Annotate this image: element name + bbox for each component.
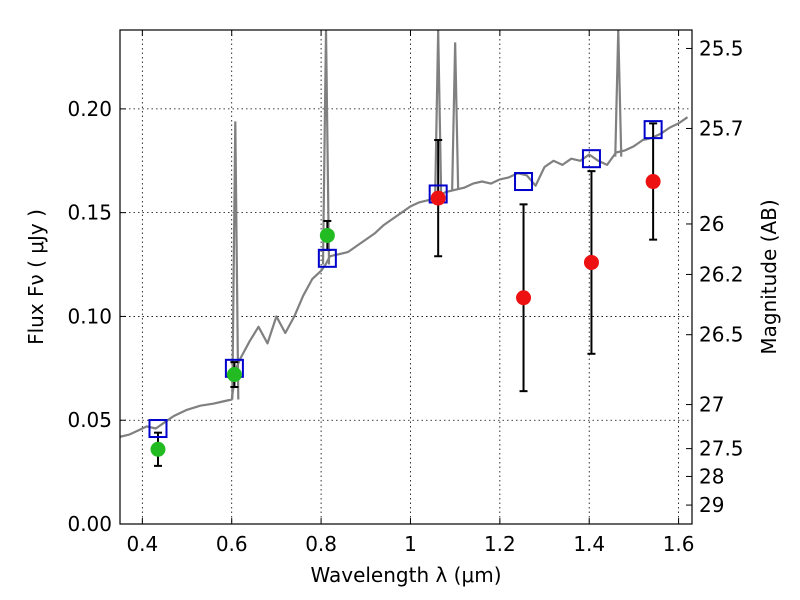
mag-tick-label: 26.2 xyxy=(699,262,744,286)
axis-ticks: 0.4 0.6 0.8 1 1.2 1.4 1.6 0.00 0.05 0.10 0.15 0.20 2… xyxy=(67,30,744,556)
mag-tick-label: 29 xyxy=(699,493,724,517)
observed-flux-point xyxy=(226,367,242,383)
mag-tick-label: 27 xyxy=(699,393,724,417)
mag-tick-label: 25.7 xyxy=(699,116,744,140)
observed-flux-point xyxy=(583,254,599,270)
x-tick-label: 1.4 xyxy=(573,532,605,556)
y-tick-label: 0.00 xyxy=(67,512,112,536)
emission-line-spike xyxy=(451,42,460,190)
model-photometry-square xyxy=(317,248,337,268)
observed-flux-point xyxy=(430,190,446,206)
y-axis-label: Flux Fν ( μJy ) xyxy=(24,209,48,345)
model-photometry-square xyxy=(643,120,663,140)
x-tick-label: 1 xyxy=(404,532,417,556)
y-tick-label: 0.05 xyxy=(67,408,112,432)
x-tick-label: 0.6 xyxy=(216,532,248,556)
mag-tick-label: 25.5 xyxy=(699,36,744,60)
emission-line-spike xyxy=(321,30,331,265)
mag-tick-label: 27.5 xyxy=(699,437,744,461)
mag-tick-label: 28 xyxy=(699,464,724,488)
y-tick-label: 0.10 xyxy=(67,304,112,328)
emission-line-spike xyxy=(614,30,623,157)
mag-tick-label: 26.5 xyxy=(699,323,744,347)
mag-tick-label: 26 xyxy=(699,212,724,236)
observed-flux-point xyxy=(150,441,166,457)
y-tick-label: 0.20 xyxy=(67,97,112,121)
model-photometry-square xyxy=(148,419,168,439)
data-markers xyxy=(148,120,663,467)
observed-flux-point xyxy=(516,290,532,306)
x-axis-label: Wavelength λ (μm) xyxy=(310,563,501,587)
spectrum-line xyxy=(120,116,689,438)
grid xyxy=(120,30,692,525)
x-tick-label: 0.8 xyxy=(305,532,337,556)
y-tick-label: 0.15 xyxy=(67,201,112,225)
x-tick-label: 1.6 xyxy=(663,532,695,556)
x-tick-label: 0.4 xyxy=(126,532,158,556)
plot-frame xyxy=(119,29,693,525)
emission-line-spike xyxy=(231,121,240,400)
x-tick-label: 1.2 xyxy=(484,532,516,556)
model-photometry-square xyxy=(581,149,601,169)
y2-axis-label: Magnitude (AB) xyxy=(757,199,781,354)
observed-flux-point xyxy=(319,227,335,243)
model-spectrum xyxy=(120,30,689,438)
observed-flux-point xyxy=(645,174,661,190)
model-photometry-square xyxy=(514,172,534,192)
